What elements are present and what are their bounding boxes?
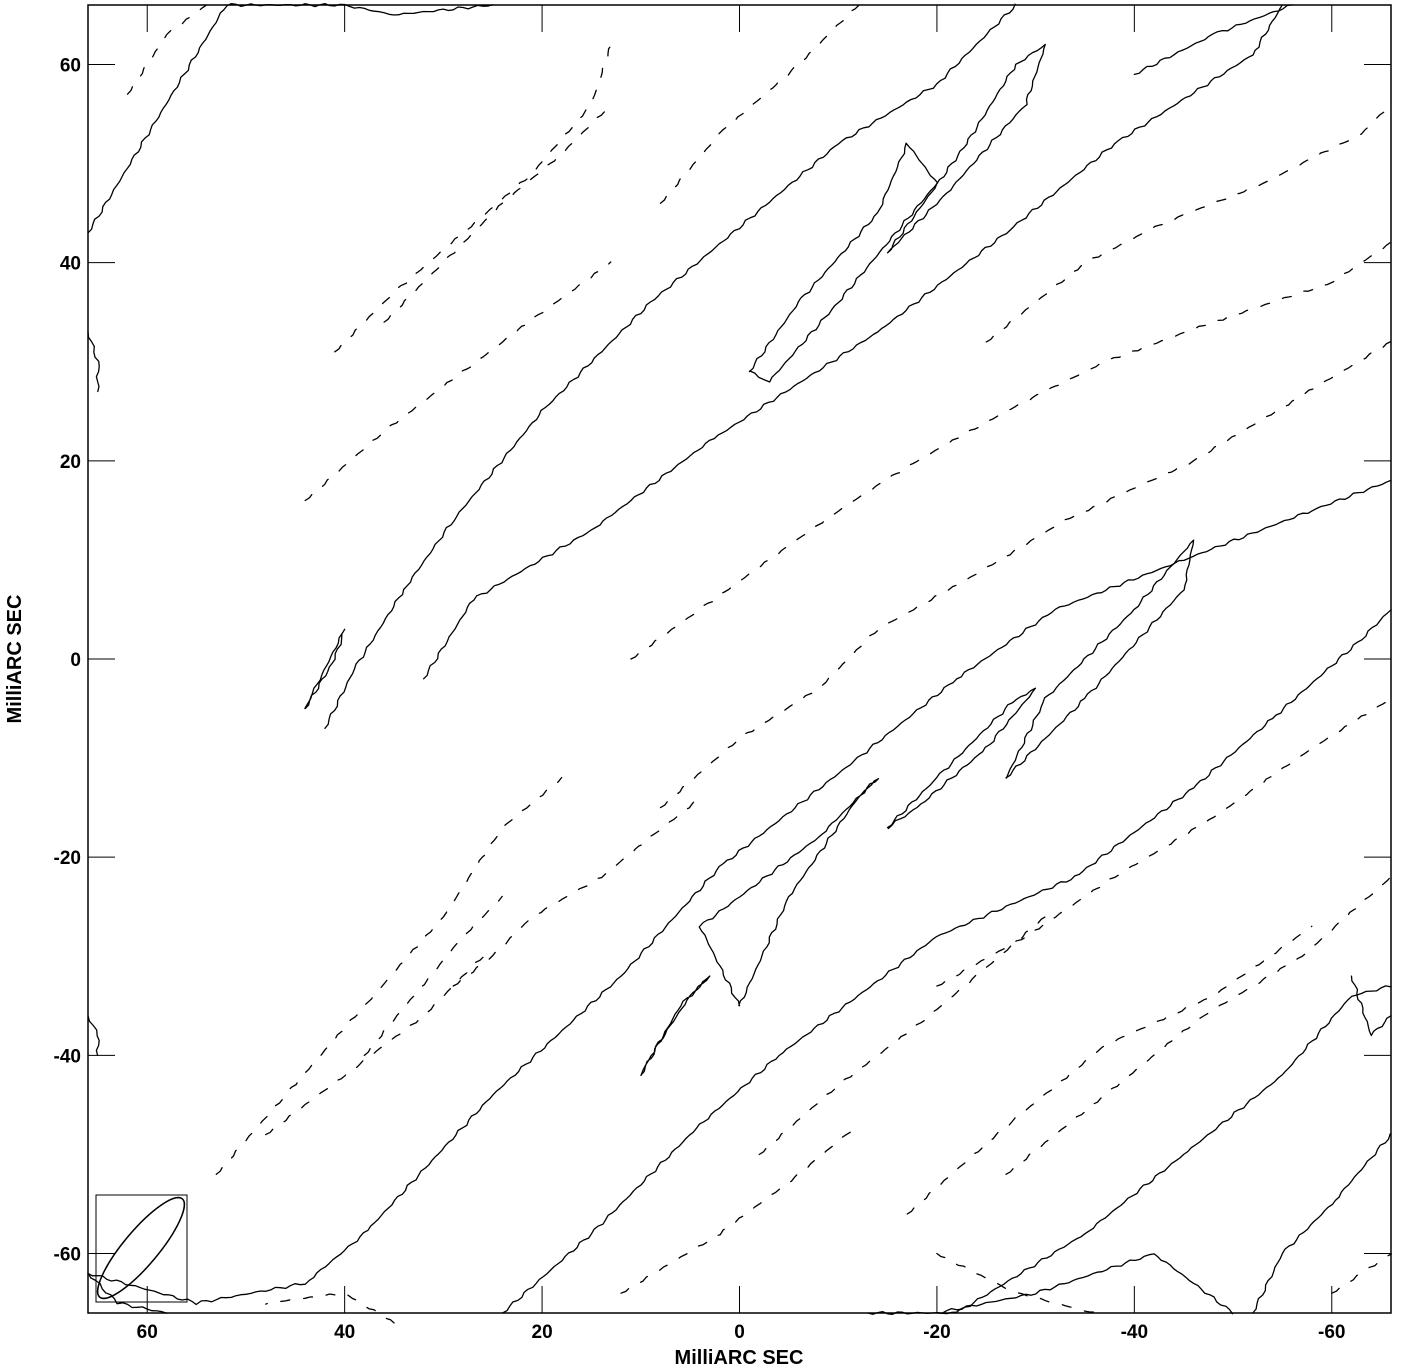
positive-contour-15 [304, 628, 346, 710]
positive-contour-7 [1133, 4, 1293, 76]
y-tick-label: 20 [60, 452, 81, 473]
y-tick-label: -20 [54, 848, 81, 869]
y-tick-label: 40 [60, 254, 81, 275]
positive-contour-5 [324, 3, 1016, 730]
negative-contour-19 [265, 1292, 395, 1324]
y-tick-label: 60 [60, 55, 81, 76]
positive-contour-17 [1350, 975, 1392, 1037]
x-axis-title: MilliARC SEC [675, 1347, 804, 1369]
x-tick-label: -20 [923, 1322, 950, 1343]
negative-contour-6 [304, 261, 612, 502]
y-tick-label: -40 [54, 1046, 81, 1067]
x-tick-label: 0 [734, 1322, 745, 1343]
positive-contour-0 [87, 479, 1392, 1306]
positive-contour-10 [886, 43, 1046, 254]
y-tick-labels: 60 40 20 0 -20 -40 -60 [54, 55, 81, 1265]
positive-contour-11 [1005, 539, 1195, 779]
positive-contour-12 [886, 687, 1037, 830]
negative-contour-17 [126, 4, 208, 95]
negative-contour-16 [620, 1123, 858, 1294]
positive-contour-8 [87, 2, 494, 234]
beam-ellipse [96, 1196, 186, 1300]
y-tick-label: -60 [54, 1245, 81, 1266]
negative-contour-4 [659, 340, 1392, 809]
y-tick-label: 0 [70, 650, 81, 671]
negative-contour-3 [452, 797, 701, 987]
positive-contour-1 [501, 609, 1392, 1314]
negative-contour-7 [334, 44, 613, 353]
x-tick-label: 40 [334, 1322, 355, 1343]
x-tick-label: 20 [532, 1322, 553, 1343]
negative-contour-0 [215, 776, 563, 1175]
negative-contour-1 [265, 956, 485, 1136]
y-axis-title: MilliARC SEC [4, 595, 26, 724]
negative-contour-9 [659, 4, 860, 204]
negative-contour-5 [630, 241, 1392, 660]
positive-contour-2 [867, 985, 1392, 1315]
negative-contour-11 [1005, 876, 1392, 1175]
x-tick-label: 60 [137, 1322, 158, 1343]
positive-contour-3 [936, 1253, 1234, 1315]
positive-contour-18 [87, 331, 100, 393]
positive-contour-6 [422, 4, 1283, 680]
positive-contour-13 [698, 778, 880, 1007]
positive-contours [87, 2, 1392, 1315]
x-tick-label: -60 [1318, 1322, 1345, 1343]
negative-contour-10 [985, 102, 1391, 343]
positive-contour-14 [640, 975, 711, 1076]
negative-contour-13 [936, 697, 1392, 987]
beam-inset [95, 1194, 188, 1303]
positive-contour-9 [748, 142, 939, 383]
negative-contours [126, 4, 1392, 1324]
plot-frame [87, 4, 1392, 1314]
negative-contour-8 [383, 103, 612, 323]
negative-contour-2 [363, 895, 503, 1057]
negative-contour-18 [1331, 1253, 1392, 1294]
negative-contour-14 [936, 1252, 1096, 1313]
axis-ticks [88, 5, 1391, 1313]
negative-contour-12 [906, 925, 1313, 1215]
positive-contour-19 [87, 1015, 100, 1057]
positive-contour-16 [87, 1272, 168, 1314]
beam-box [95, 1194, 188, 1303]
positive-contour-4 [1252, 1133, 1391, 1314]
x-tick-label: -40 [1121, 1322, 1148, 1343]
negative-contour-15 [758, 916, 1047, 1156]
x-tick-labels: 60 40 20 0 -20 -40 -60 [137, 1322, 1346, 1343]
